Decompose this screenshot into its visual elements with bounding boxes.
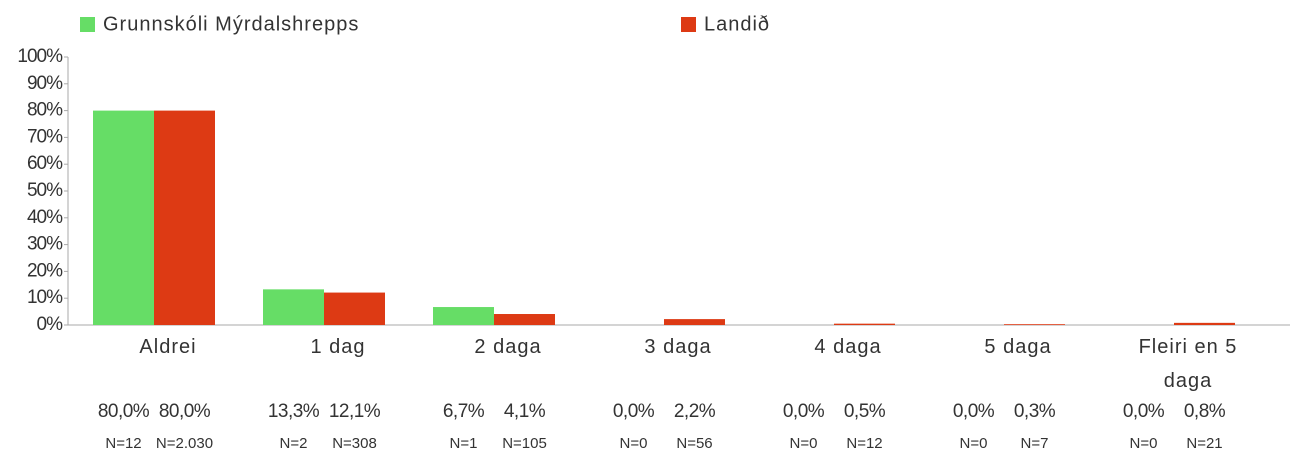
n-label: N=308 (332, 435, 377, 452)
n-label: N=12 (105, 435, 141, 452)
legend-label: Landið (704, 13, 770, 35)
value-label: 12,1% (329, 401, 381, 422)
y-tick-label: 0% (37, 314, 64, 335)
value-label: 0,0% (783, 401, 825, 422)
bar (1004, 324, 1065, 325)
y-tick-label: 80% (27, 100, 63, 121)
legend-swatch (681, 17, 696, 32)
x-tick-label: 3 daga (644, 336, 712, 358)
n-label: N=7 (1021, 435, 1049, 452)
y-tick-label: 50% (27, 180, 63, 201)
n-label: N=2.030 (156, 435, 213, 452)
value-label: 0,8% (1184, 401, 1226, 422)
bar (263, 289, 324, 325)
bar (154, 110, 215, 325)
bar (433, 307, 494, 325)
bar (93, 110, 154, 325)
value-label: 4,1% (504, 401, 546, 422)
x-tick-label: Aldrei (139, 336, 197, 358)
n-label: N=0 (960, 435, 988, 452)
y-tick-label: 90% (27, 73, 63, 94)
value-label: 80,0% (98, 401, 150, 422)
y-tick-label: 10% (27, 287, 63, 308)
value-label: 0,0% (613, 401, 655, 422)
legend-label: Grunnskóli Mýrdalshrepps (103, 13, 359, 35)
y-tick-label: 100% (17, 46, 63, 67)
value-label: 2,2% (674, 401, 716, 422)
value-label: 0,0% (953, 401, 995, 422)
y-tick-label: 30% (27, 234, 63, 255)
x-tick-label: Fleiri en 5 daga (1138, 336, 1238, 392)
y-tick-label: 40% (27, 207, 63, 228)
value-label: 80,0% (159, 401, 211, 422)
n-label: N=0 (790, 435, 818, 452)
n-label: N=12 (846, 435, 882, 452)
y-tick-label: 20% (27, 260, 63, 281)
x-tick-label: 4 daga (814, 336, 882, 358)
x-tick-label: 2 daga (474, 336, 542, 358)
y-tick-label: 70% (27, 126, 63, 147)
bar (324, 292, 385, 325)
n-label: N=2 (280, 435, 308, 452)
bar (1174, 322, 1235, 325)
bar (494, 314, 555, 325)
y-tick-label: 60% (27, 153, 63, 174)
n-label: N=21 (1186, 435, 1222, 452)
n-label: N=0 (620, 435, 648, 452)
value-label: 6,7% (443, 401, 485, 422)
x-tick-label: 5 daga (984, 336, 1052, 358)
legend-swatch (80, 17, 95, 32)
bar (834, 323, 895, 325)
bar (664, 319, 725, 325)
n-label: N=1 (450, 435, 478, 452)
value-label: 0,5% (844, 401, 886, 422)
n-label: N=56 (676, 435, 712, 452)
value-label: 0,0% (1123, 401, 1165, 422)
value-label: 0,3% (1014, 401, 1056, 422)
x-tick-label: 1 dag (310, 336, 366, 358)
value-label: 13,3% (268, 401, 320, 422)
n-label: N=105 (502, 435, 547, 452)
n-label: N=0 (1130, 435, 1158, 452)
